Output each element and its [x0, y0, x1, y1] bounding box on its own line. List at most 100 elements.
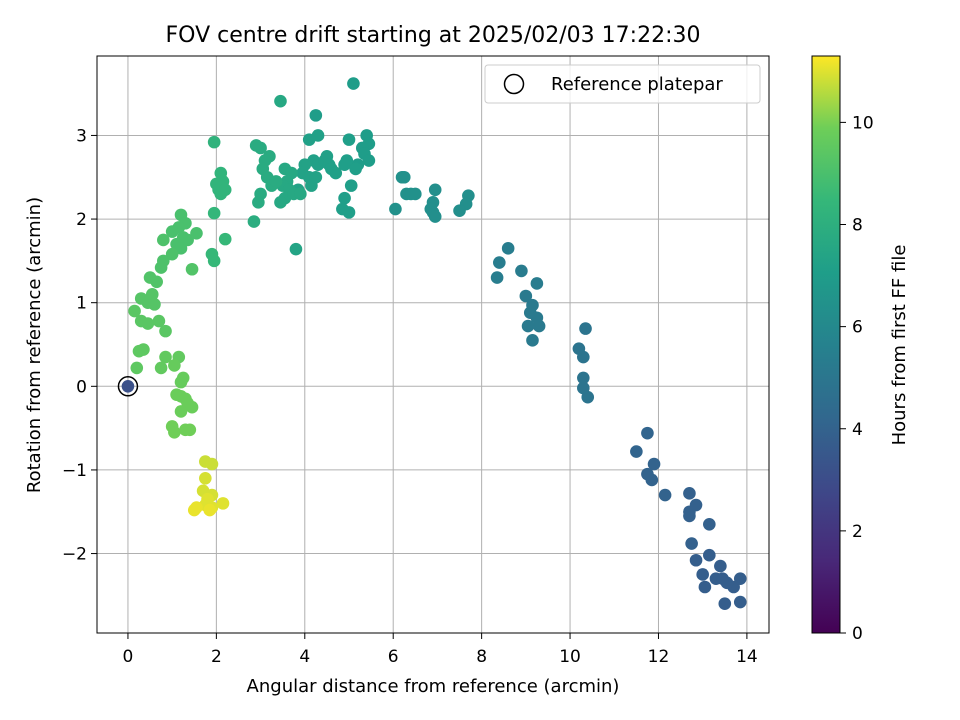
y-tick-label: 2 — [76, 210, 87, 230]
data-point — [689, 553, 703, 567]
colorbar-tick-label: 6 — [852, 318, 863, 338]
data-point — [207, 206, 221, 220]
colorbar-gradient — [811, 55, 841, 634]
x-axis-label: Angular distance from reference (arcmin) — [247, 676, 620, 697]
data-point — [530, 311, 544, 325]
x-tick-label: 0 — [123, 647, 134, 667]
data-point — [141, 317, 155, 330]
data-point — [294, 187, 307, 201]
data-point — [269, 175, 283, 188]
y-tick-label: 1 — [76, 294, 87, 314]
data-point — [218, 183, 232, 197]
data-point — [689, 498, 703, 512]
data-point — [302, 133, 316, 146]
data-point — [703, 517, 716, 531]
data-point — [174, 405, 188, 418]
y-tick-label: 3 — [76, 126, 87, 146]
colorbar-tick-label: 8 — [852, 216, 863, 236]
data-point — [658, 488, 672, 502]
data-point — [159, 350, 172, 364]
data-point — [519, 289, 533, 303]
data-point — [342, 133, 356, 146]
data-point — [128, 304, 141, 318]
data-point — [526, 334, 539, 347]
data-point — [647, 457, 661, 471]
y-tick-label: 0 — [76, 377, 87, 397]
x-tick-label: 4 — [299, 647, 310, 667]
data-point — [183, 423, 197, 437]
data-point — [579, 322, 592, 335]
data-point — [199, 471, 212, 485]
data-point — [165, 225, 179, 238]
data-point — [159, 324, 172, 338]
data-point — [218, 232, 232, 246]
colorbar-label: Hours from first FF file — [889, 245, 910, 446]
data-point — [168, 426, 181, 439]
data-point — [190, 226, 203, 240]
data-point — [716, 572, 729, 585]
data-point — [157, 233, 170, 247]
data-point — [718, 597, 732, 611]
data-point — [577, 381, 590, 395]
data-point — [577, 371, 590, 385]
data-point — [733, 572, 747, 585]
plot-frame — [96, 55, 770, 634]
x-tick-label: 8 — [476, 647, 487, 667]
data-point — [249, 139, 263, 152]
legend-label: Reference platepar — [551, 74, 723, 95]
data-point — [685, 537, 698, 550]
data-point — [174, 242, 188, 255]
data-point — [409, 187, 422, 201]
data-point — [347, 77, 360, 90]
data-point — [185, 262, 199, 276]
data-point — [344, 179, 358, 192]
data-point — [174, 375, 188, 389]
data-point — [515, 264, 528, 278]
colorbar-tick-label: 10 — [852, 113, 874, 133]
data-point — [329, 166, 343, 180]
x-tick-label: 10 — [559, 647, 581, 667]
colorbar-tick-label: 0 — [852, 624, 863, 644]
colorbar-tick-label: 2 — [852, 522, 863, 542]
data-point — [203, 503, 217, 517]
data-point — [216, 497, 230, 510]
legend: Reference platepar — [484, 64, 761, 104]
data-point — [696, 568, 709, 581]
legend-box — [484, 64, 761, 104]
data-point — [526, 298, 539, 312]
data-point — [641, 426, 654, 440]
data-point — [207, 254, 221, 268]
y-axis-ticks: −2 −1 0 1 2 3 — [62, 126, 97, 565]
data-point — [150, 275, 163, 289]
data-point — [733, 595, 747, 609]
data-point — [154, 261, 168, 274]
data-point — [683, 487, 696, 500]
data-point — [145, 288, 159, 301]
scatter-points — [117, 77, 747, 611]
colorbar-ticks: 0 2 4 6 8 10 — [840, 113, 874, 644]
data-point — [521, 319, 535, 333]
data-point — [630, 445, 643, 458]
data-point — [148, 298, 161, 311]
data-point — [338, 158, 351, 172]
data-point — [205, 457, 219, 471]
y-tick-label: −1 — [62, 461, 87, 481]
data-point — [154, 361, 168, 375]
data-point — [252, 196, 265, 209]
x-tick-label: 2 — [211, 647, 222, 667]
data-point — [137, 343, 150, 356]
data-point — [187, 503, 201, 517]
data-point — [168, 359, 181, 372]
y-tick-label: −2 — [62, 545, 87, 565]
data-point — [501, 242, 515, 255]
grid — [97, 56, 769, 633]
data-point — [130, 361, 144, 375]
data-point — [490, 271, 504, 284]
data-point — [703, 548, 716, 562]
data-point — [349, 162, 362, 176]
data-point — [165, 247, 179, 261]
data-point — [572, 342, 586, 355]
data-point — [362, 154, 376, 167]
data-point — [207, 135, 221, 149]
